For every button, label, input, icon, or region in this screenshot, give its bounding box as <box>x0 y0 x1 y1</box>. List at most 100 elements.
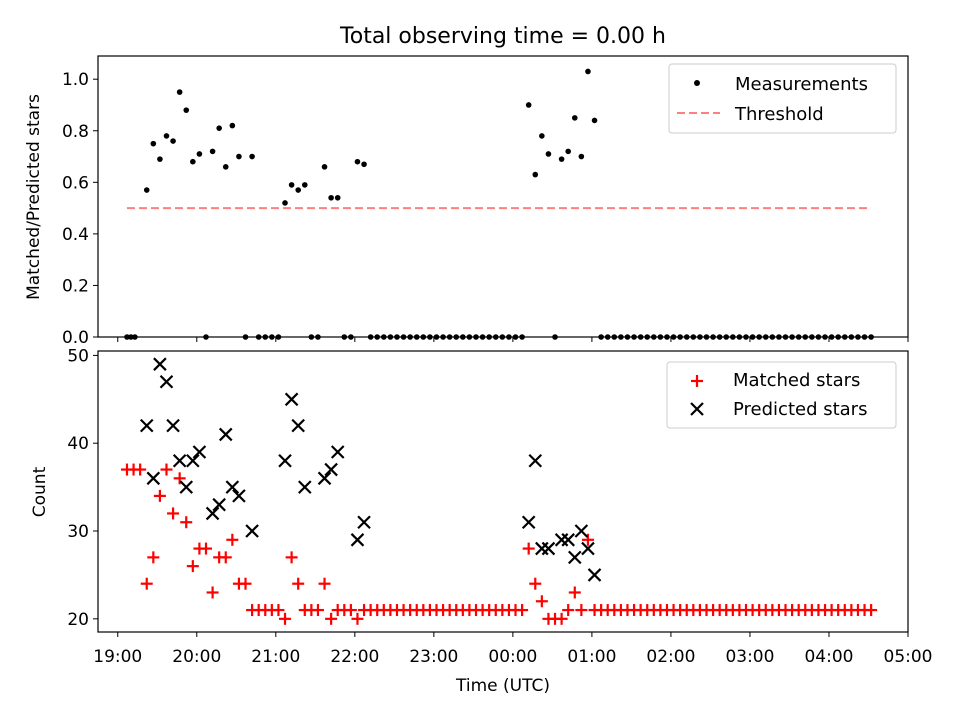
top-panel: 0.0 0.2 0.4 0.6 0.8 1.0 Matched/Predicted sta… <box>24 55 909 348</box>
measurement-point <box>143 187 150 193</box>
predicted-star-point <box>568 550 582 565</box>
matched-star-point <box>562 604 575 617</box>
predicted-star-point <box>139 418 154 433</box>
bottom-panel: 20 30 40 50 19:00 20:00 21:00 22:00 23:00 00:00 0… <box>30 346 933 696</box>
predicted-star-point <box>324 462 338 477</box>
measurement-point <box>190 158 196 165</box>
predicted-star-stroke-b <box>232 489 246 503</box>
x-tick-label: 20:00 <box>172 647 221 667</box>
matched-star-point <box>285 551 298 564</box>
predicted-star-stroke-b <box>324 462 338 477</box>
predicted-star-stroke-b <box>205 506 220 521</box>
predicted-star-stroke-b <box>218 427 233 442</box>
predicted-star-stroke-b <box>568 550 582 565</box>
predicted-star-stroke-b <box>357 515 371 530</box>
predicted-star-stroke-b <box>284 392 299 407</box>
matched-star-point <box>351 612 364 625</box>
matched-star-point <box>134 463 147 476</box>
predicted-star-point <box>284 392 299 407</box>
legend-predicted-label: Predicted stars <box>733 399 867 420</box>
matched-star-point <box>186 560 199 573</box>
predicted-star-stroke-b <box>192 445 207 459</box>
legend-matched-label: Matched stars <box>733 370 860 391</box>
predicted-star-stroke-b <box>146 471 161 486</box>
matched-star-point <box>226 533 239 546</box>
matched-star-point <box>535 595 548 608</box>
chart-title: Total observing time = 0.00 h <box>339 24 666 49</box>
measurement-point <box>222 164 229 170</box>
predicted-star-stroke-b <box>581 541 595 556</box>
measurement-point <box>334 194 341 201</box>
legend-measurements-label: Measurements <box>735 74 868 95</box>
predicted-star-point <box>278 453 292 468</box>
measurement-point <box>525 102 532 108</box>
x-axis-label: Time (UTC) <box>455 676 550 696</box>
predicted-star-stroke-b <box>179 480 194 494</box>
x-tick-label: 04:00 <box>804 647 853 667</box>
top-legend: Measurements Threshold <box>668 63 897 134</box>
x-tick-label: 03:00 <box>725 647 774 667</box>
predicted-star-stroke-b <box>153 357 167 371</box>
x-tick-label: 22:00 <box>330 647 379 667</box>
predicted-star-point <box>212 497 226 512</box>
predicted-star-point <box>225 480 240 494</box>
bottom-legend-box <box>666 361 897 429</box>
matched-star-point <box>279 612 292 625</box>
predicted-star-point <box>159 374 174 389</box>
predicted-star-point <box>330 445 345 459</box>
predicted-star-stroke-b <box>172 453 187 468</box>
predicted-star-stroke-b <box>186 453 200 468</box>
bottom-y-tick-label: 30 <box>67 522 89 542</box>
bottom-y-tick-label: 40 <box>67 434 89 454</box>
matched-star-point <box>522 542 535 555</box>
bottom-x-ticks: 19:00 20:00 21:00 22:00 23:00 00:00 01:00 02:00… <box>93 632 933 667</box>
x-tick-label: 05:00 <box>884 647 933 667</box>
x-tick-label: 00:00 <box>488 647 537 667</box>
predicted-star-point <box>541 541 556 556</box>
top-y-axis-label: Matched/Predicted stars <box>24 94 44 300</box>
predicted-star-point <box>528 453 543 468</box>
measurement-point <box>539 133 545 139</box>
measurement-point <box>209 148 216 155</box>
legend-measurements-marker <box>694 80 700 86</box>
predicted-star-point <box>291 418 305 433</box>
predicted-star-stroke-b <box>245 524 259 538</box>
matched-star-point <box>311 604 324 617</box>
predicted-star-point <box>298 480 312 494</box>
measurement-point <box>236 153 242 160</box>
matched-star-point <box>344 604 357 617</box>
measurement-point <box>170 138 176 144</box>
top-axes-frame <box>97 55 909 338</box>
matched-star-point <box>575 604 588 617</box>
x-tick-label: 01:00 <box>567 647 616 667</box>
measurement-point <box>532 171 539 178</box>
predicted-star-point <box>166 418 180 433</box>
measurement-point <box>183 107 190 113</box>
x-tick-label: 23:00 <box>409 647 458 667</box>
matched-star-point <box>160 463 173 476</box>
matched-star-point <box>219 551 232 564</box>
measurement-point <box>558 156 565 162</box>
matched-star-point <box>167 507 180 520</box>
matched-star-point <box>140 577 153 590</box>
measurement-point <box>216 125 222 131</box>
predicted-star-stroke-b <box>291 418 305 433</box>
bottom-plot-data <box>120 357 878 625</box>
measurement-point <box>328 194 334 201</box>
x-tick-label: 21:00 <box>251 647 300 667</box>
predicted-star-stroke-b <box>225 480 240 494</box>
predicted-star-point <box>245 524 259 538</box>
measurement-point <box>571 115 578 121</box>
predicted-star-stroke-b <box>317 471 332 486</box>
predicted-star-stroke-b <box>528 453 543 468</box>
predicted-star-stroke-b <box>298 480 312 494</box>
predicted-star-point <box>192 445 207 459</box>
predicted-star-stroke-b <box>330 445 345 459</box>
bottom-y-axis-label: Count <box>30 466 50 517</box>
predicted-star-stroke-b <box>541 541 556 556</box>
predicted-star-point <box>357 515 371 530</box>
matched-star-point <box>568 586 581 599</box>
matched-star-point <box>529 577 542 590</box>
predicted-star-point <box>205 506 220 521</box>
top-y-tick-label: 0.2 <box>62 276 89 296</box>
